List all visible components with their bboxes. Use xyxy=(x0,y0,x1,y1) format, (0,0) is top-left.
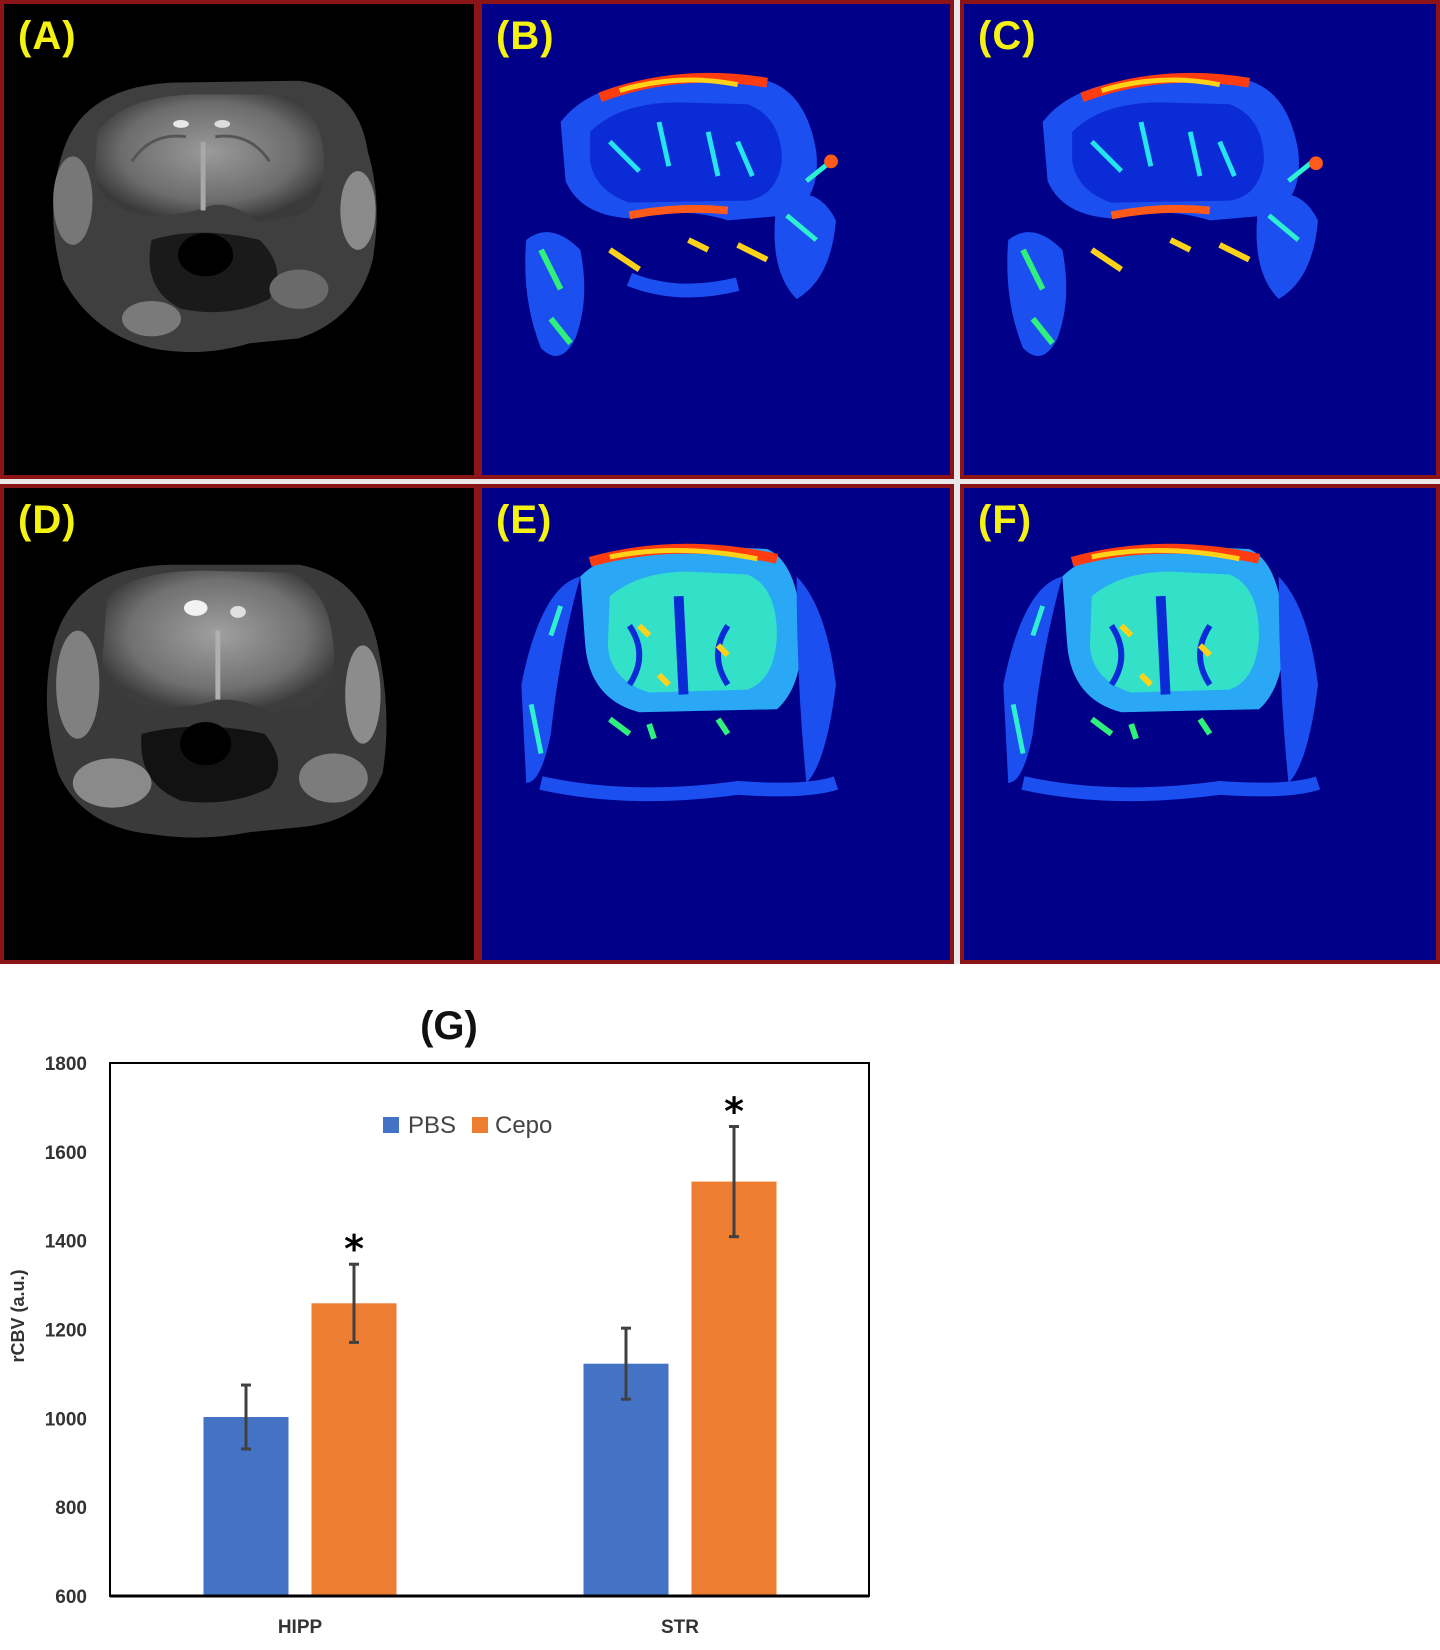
panel-b-label: (B) xyxy=(496,14,555,58)
bar-cepo-hipp xyxy=(311,1303,397,1596)
y-axis-label: rCBV (a.u.) xyxy=(8,1269,28,1362)
x-tick-label-str: STR xyxy=(661,1617,699,1638)
panel-f-rcbv-map xyxy=(1003,543,1321,802)
panel-a-brain-image xyxy=(53,80,377,353)
y-tick-label: 1000 xyxy=(45,1409,87,1430)
panel-e-rcbv-map xyxy=(521,543,839,802)
y-tick-label: 800 xyxy=(55,1498,87,1519)
bar-series: ** xyxy=(203,1090,777,1596)
chart-title: (G) xyxy=(420,1004,478,1048)
panel-e-perfusion-map: (E) xyxy=(478,484,954,964)
bar-pbs-str xyxy=(583,1363,669,1596)
panel-c-label: (C) xyxy=(978,14,1037,58)
x-axis-ticks: HIPP STR xyxy=(278,1617,699,1638)
significance-marker: * xyxy=(724,1090,744,1134)
y-tick-label: 1200 xyxy=(45,1321,87,1342)
y-tick-label: 600 xyxy=(55,1587,87,1608)
panel-d-brain-image xyxy=(46,564,387,838)
panel-f-perfusion-map: (F) xyxy=(960,484,1440,964)
panel-c-rcbv-map xyxy=(1007,72,1323,357)
legend-swatch-pbs xyxy=(383,1117,399,1133)
panel-d-label: (D) xyxy=(18,498,77,542)
legend-label-cepo: Cepo xyxy=(495,1112,552,1139)
legend-label-pbs: PBS xyxy=(408,1112,456,1139)
panel-b-rcbv-map xyxy=(525,72,838,357)
y-tick-label: 1800 xyxy=(45,1054,87,1075)
panel-c-perfusion-map: (C) xyxy=(960,0,1440,479)
y-tick-label: 1600 xyxy=(45,1143,87,1164)
legend-swatch-cepo xyxy=(472,1117,488,1133)
x-tick-label-hipp: HIPP xyxy=(278,1617,323,1638)
panel-a-mri-image: (A) xyxy=(0,0,478,479)
rcbv-bar-chart: (G) rCBV (a.u.) 600 800 1000 1200 1400 1600 18… xyxy=(8,1004,870,1638)
y-axis-ticks: 600 800 1000 1200 1400 1600 1800 xyxy=(45,1054,87,1608)
panel-divider-horizontal xyxy=(0,479,1440,484)
panel-f-label: (F) xyxy=(978,498,1033,542)
panel-e-label: (E) xyxy=(496,498,553,542)
bar-cepo-str xyxy=(691,1181,777,1596)
panel-d-mri-image: (D) xyxy=(0,484,478,964)
legend: PBS Cepo xyxy=(383,1112,552,1139)
panel-a-label: (A) xyxy=(18,14,77,58)
panel-b-perfusion-map: (B) xyxy=(478,0,954,479)
significance-marker: * xyxy=(344,1227,364,1271)
y-tick-label: 1400 xyxy=(45,1232,87,1253)
